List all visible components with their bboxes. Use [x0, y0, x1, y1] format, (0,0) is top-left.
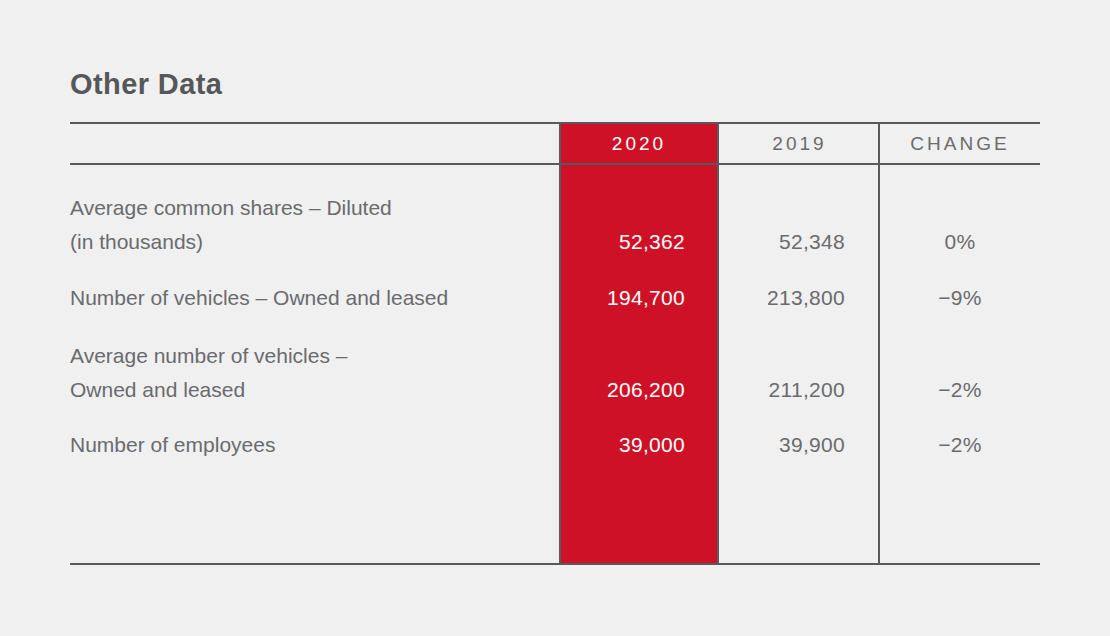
- row-label: Average common shares – Diluted (in thou…: [70, 191, 559, 259]
- row-label-line1: Average common shares – Diluted: [70, 191, 559, 225]
- row-label: Number of vehicles – Owned and leased: [70, 281, 559, 315]
- page-title: Other Data: [70, 68, 222, 100]
- row-label: Number of employees: [70, 428, 559, 462]
- row-label-line1: Number of vehicles – Owned and leased: [70, 281, 559, 315]
- header-2019: 2019: [719, 124, 880, 163]
- value-change: 0%: [880, 225, 1040, 259]
- value-2019: 39,900: [719, 428, 880, 462]
- value-change: −9%: [880, 281, 1040, 315]
- table-row: Number of employees 39,000 39,900 −2%: [70, 415, 1040, 470]
- value-2020: 194,700: [559, 281, 719, 315]
- row-label-line2: Owned and leased: [70, 373, 559, 407]
- value-2020: 39,000: [559, 428, 719, 462]
- header-2020: 2020: [559, 124, 719, 163]
- header-change: CHANGE: [880, 124, 1040, 163]
- value-2020: 206,200: [559, 373, 719, 407]
- value-2019: 213,800: [719, 281, 880, 315]
- table-row: Average number of vehicles – Owned and l…: [70, 323, 1040, 415]
- row-label-line2: (in thousands): [70, 225, 559, 259]
- table-row: Number of vehicles – Owned and leased 19…: [70, 267, 1040, 323]
- table-filler-row: [70, 470, 1040, 563]
- other-data-table: 2020 2019 CHANGE Average common shares –…: [70, 122, 1040, 565]
- table-row: Average common shares – Diluted (in thou…: [70, 163, 1040, 267]
- row-label-line1: Number of employees: [70, 428, 559, 462]
- row-label: Average number of vehicles – Owned and l…: [70, 339, 559, 407]
- value-2019: 211,200: [719, 373, 880, 407]
- value-change: −2%: [880, 428, 1040, 462]
- value-2019: 52,348: [719, 225, 880, 259]
- value-2020: 52,362: [559, 225, 719, 259]
- table-grid: 2020 2019 CHANGE Average common shares –…: [70, 124, 1040, 563]
- value-change: −2%: [880, 373, 1040, 407]
- table-header-row: 2020 2019 CHANGE: [70, 124, 1040, 163]
- row-label-line1: Average number of vehicles –: [70, 339, 559, 373]
